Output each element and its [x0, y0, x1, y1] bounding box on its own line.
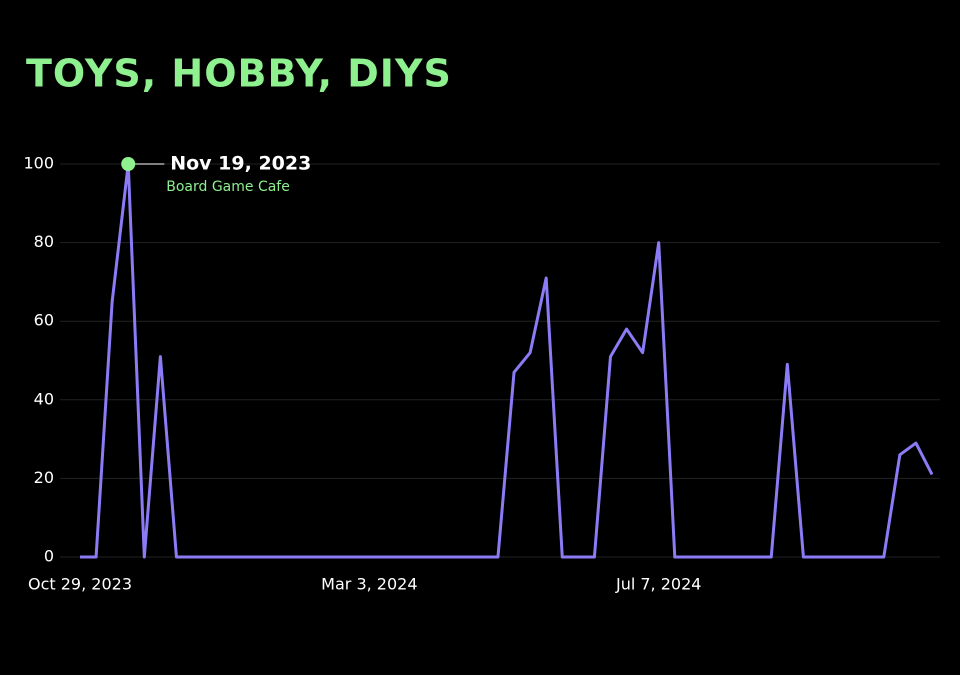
- y-tick-label: 40: [34, 389, 54, 408]
- y-tick-label: 80: [34, 232, 54, 251]
- y-tick-label: 100: [23, 154, 54, 173]
- annotation-marker: [121, 157, 136, 171]
- x-tick-label: Jul 7, 2024: [615, 575, 701, 594]
- x-tick-label: Mar 3, 2024: [321, 575, 417, 594]
- annotation-text: Board Game Cafe: [166, 179, 290, 195]
- x-tick-label: Oct 29, 2023: [28, 575, 132, 594]
- y-tick-label: 20: [34, 468, 54, 487]
- chart-title: TOYS, HOBBY, DIYS: [26, 52, 452, 96]
- annotation-label: Nov 19, 2023: [170, 153, 311, 175]
- y-tick-label: 0: [44, 547, 54, 566]
- y-tick-label: 60: [34, 311, 54, 330]
- line: [80, 162, 934, 559]
